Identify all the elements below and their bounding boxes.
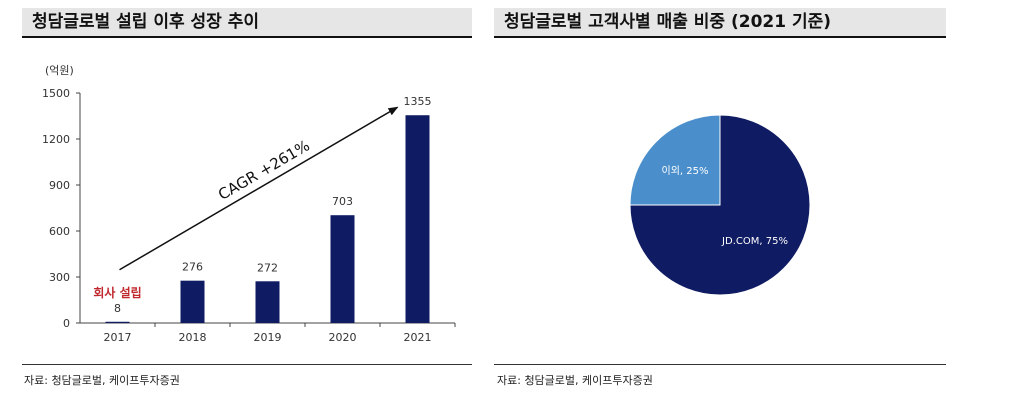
pie-slice bbox=[629, 114, 721, 206]
x-tick-label: 2019 bbox=[254, 331, 282, 344]
pie-panel-bottom-rule bbox=[494, 364, 946, 365]
y-tick-label: 300 bbox=[49, 271, 70, 284]
bar-value-label: 1355 bbox=[404, 95, 432, 108]
founding-annotation: 회사 설립 bbox=[93, 285, 141, 300]
y-tick-label: 900 bbox=[49, 179, 70, 192]
pie-chart-title: 청담글로벌 고객사별 매출 비중 (2021 기준) bbox=[494, 8, 946, 38]
bar-value-label: 276 bbox=[182, 261, 203, 274]
x-tick-label: 2018 bbox=[179, 331, 207, 344]
y-tick-label: 1500 bbox=[42, 87, 70, 100]
bar bbox=[105, 321, 130, 323]
y-axis-unit-label: (억원) bbox=[45, 64, 74, 77]
y-tick-label: 0 bbox=[63, 317, 70, 330]
bar bbox=[255, 281, 280, 323]
pie-slice-label: JD.COM, 75% bbox=[721, 236, 788, 247]
bar bbox=[405, 115, 430, 323]
x-tick-label: 2020 bbox=[329, 331, 357, 344]
pie-slice-label: 이외, 25% bbox=[662, 165, 709, 177]
y-tick-label: 1200 bbox=[42, 133, 70, 146]
cagr-arrow bbox=[119, 106, 399, 271]
bar-panel-bottom-rule bbox=[22, 364, 472, 365]
bar-chart-source: 자료: 청담글로벌, 케이프투자증권 bbox=[24, 374, 180, 387]
bar bbox=[330, 215, 355, 323]
bar bbox=[180, 280, 205, 323]
bar-chart-title: 청담글로벌 설립 이후 성장 추이 bbox=[22, 8, 472, 38]
y-tick-label: 600 bbox=[49, 225, 70, 238]
x-tick-label: 2017 bbox=[104, 331, 132, 344]
bar-value-label: 8 bbox=[114, 302, 121, 315]
bar-value-label: 272 bbox=[257, 261, 278, 274]
pie-chart: JD.COM, 75% 이외, 25% bbox=[629, 114, 811, 296]
cagr-annotation: CAGR +261% bbox=[215, 136, 313, 203]
bar-value-label: 703 bbox=[332, 195, 353, 208]
bar-chart: (억원) 0 300 600 900 1200 1500 8 2017 276 2018 272 201… bbox=[42, 64, 456, 344]
pie-chart-source: 자료: 청담글로벌, 케이프투자증권 bbox=[497, 374, 653, 387]
x-tick-label: 2021 bbox=[404, 331, 432, 344]
